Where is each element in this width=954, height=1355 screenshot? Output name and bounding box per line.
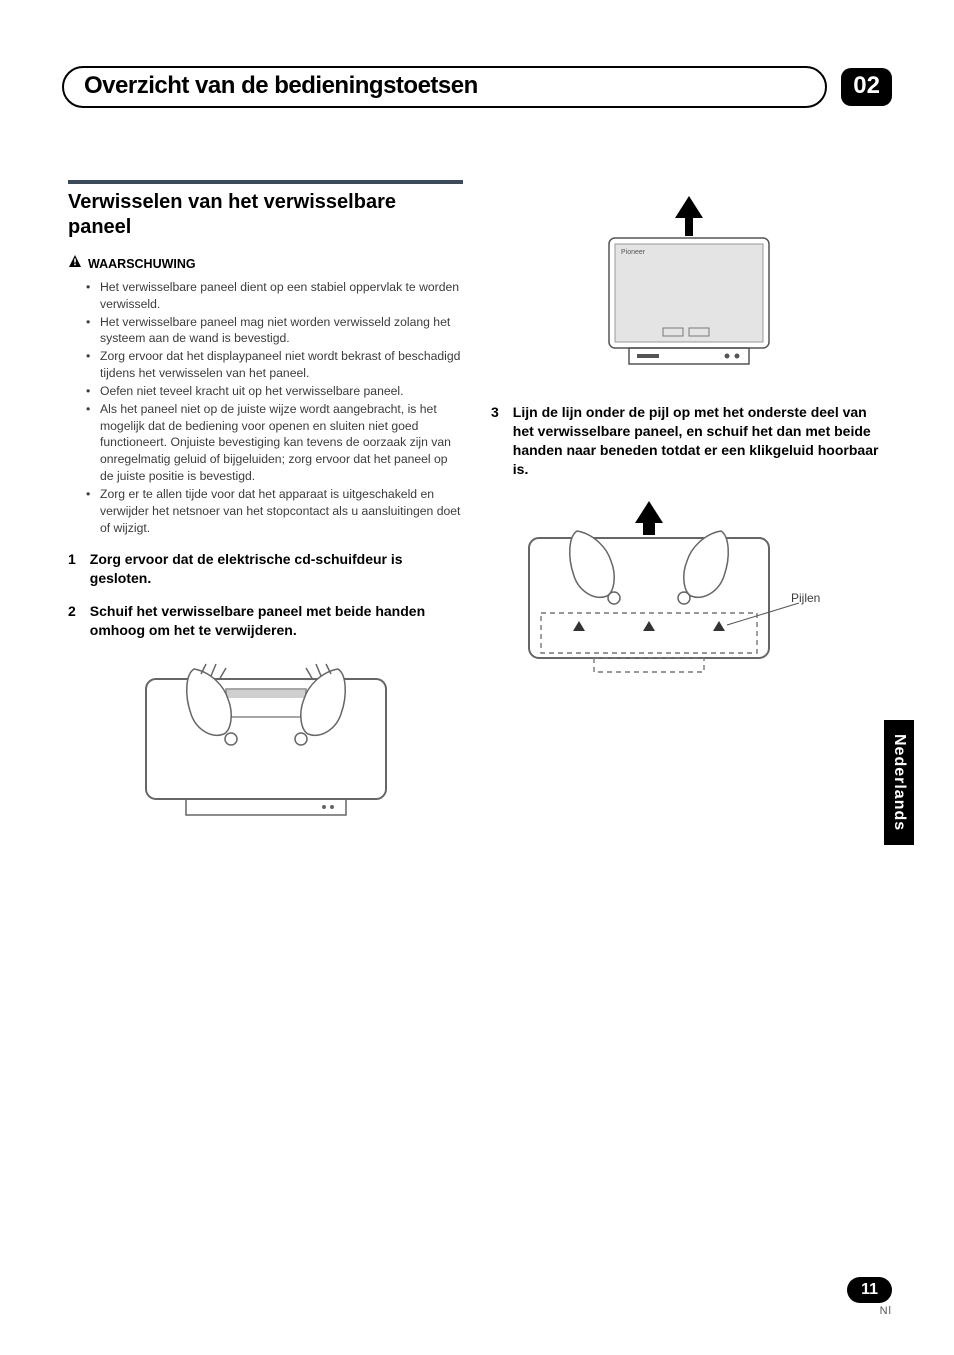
page-number-badge: 11	[847, 1277, 892, 1303]
section-heading: Verwisselen van het verwisselbare paneel	[68, 190, 463, 240]
warning-bullets: Het verwisselbare paneel dient op een st…	[86, 279, 463, 536]
figure-lift-panel	[68, 654, 463, 834]
left-column: Verwisselen van het verwisselbare paneel…	[68, 180, 463, 834]
section-rule	[68, 180, 463, 184]
language-tab: Nederlands	[884, 720, 914, 845]
chapter-title-pill: Overzicht van de bedieningstoetsen	[62, 66, 827, 108]
step-text: Lijn de lijn onder de pijl op met het on…	[513, 403, 886, 479]
step-number: 1	[68, 550, 76, 588]
step-number: 3	[491, 403, 499, 479]
arrow-label: Pijlen	[791, 591, 820, 605]
page-region: Nl	[847, 1305, 892, 1317]
list-item: Zorg ervoor dat het displaypaneel niet w…	[86, 348, 463, 382]
page-footer: 11 Nl	[847, 1277, 892, 1317]
chapter-number-badge: 02	[841, 68, 892, 106]
list-item: Het verwisselbare paneel dient op een st…	[86, 279, 463, 313]
step-1: 1 Zorg ervoor dat de elektrische cd-schu…	[68, 550, 463, 588]
warning-label: WAARSCHUWING	[88, 257, 196, 271]
figure-push-down: Pijlen	[491, 493, 886, 698]
list-item: Het verwisselbare paneel mag niet worden…	[86, 314, 463, 348]
right-column: Pioneer 3 Lijn de lijn onder de pijl op …	[491, 180, 886, 834]
step-text: Schuif het verwisselbare paneel met beid…	[90, 602, 463, 640]
step-number: 2	[68, 602, 76, 640]
warning-icon	[68, 254, 82, 273]
step-text: Zorg ervoor dat de elektrische cd-schuif…	[90, 550, 463, 588]
figure-rear-arrow-up: Pioneer	[491, 188, 886, 393]
step-2: 2 Schuif het verwisselbare paneel met be…	[68, 602, 463, 640]
chapter-header: Overzicht van de bedieningstoetsen 02	[62, 66, 892, 108]
warning-row: WAARSCHUWING	[68, 254, 463, 273]
step-3: 3 Lijn de lijn onder de pijl op met het …	[491, 403, 886, 479]
list-item: Oefen niet teveel kracht uit op het verw…	[86, 383, 463, 400]
svg-text:Pioneer: Pioneer	[621, 249, 646, 256]
list-item: Als het paneel niet op de juiste wijze w…	[86, 401, 463, 485]
chapter-title: Overzicht van de bedieningstoetsen	[84, 72, 478, 99]
list-item: Zorg er te allen tijde voor dat het appa…	[86, 486, 463, 536]
content-area: Verwisselen van het verwisselbare paneel…	[68, 180, 886, 834]
